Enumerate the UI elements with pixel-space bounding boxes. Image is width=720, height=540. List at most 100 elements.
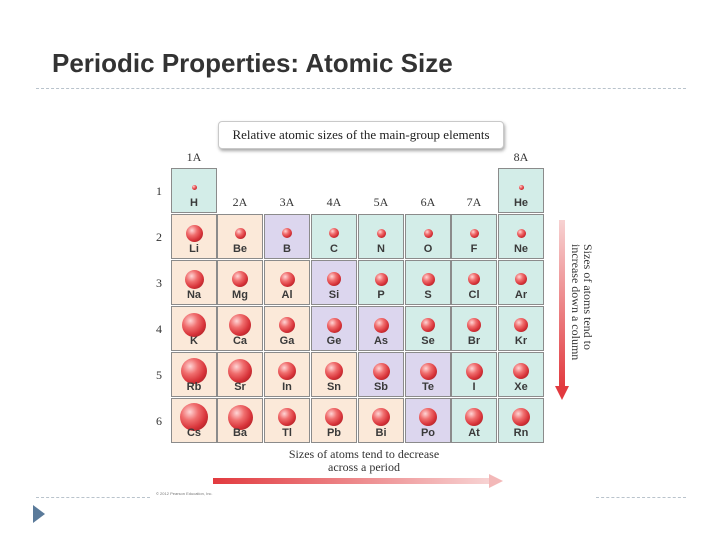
element-cell-n: N: [358, 214, 404, 259]
element-symbol: Mg: [232, 289, 248, 301]
element-cell-ne: Ne: [498, 214, 544, 259]
atom-sphere-icon: [515, 273, 527, 285]
element-cell-he: He: [498, 168, 544, 213]
atom-sphere-icon: [374, 272, 388, 286]
element-symbol: Rn: [513, 427, 529, 439]
element-symbol: At: [468, 427, 480, 439]
atom-sphere-icon: [516, 228, 526, 238]
slide-title: Periodic Properties: Atomic Size: [52, 48, 453, 78]
element-cell-i: I: [451, 352, 497, 397]
element-symbol: Xe: [514, 381, 528, 393]
group-label: 1A: [186, 150, 202, 164]
next-slide-arrow-icon[interactable]: [33, 505, 45, 523]
atom-sphere-icon: [182, 313, 206, 337]
atom-sphere-icon: [184, 269, 204, 289]
period-label: 4: [156, 322, 162, 336]
atom-sphere-icon: [376, 228, 386, 238]
element-cell-br: Br: [451, 306, 497, 351]
period-label: 6: [156, 414, 162, 428]
down-arrow-head-icon: [555, 386, 569, 400]
element-symbol: As: [373, 335, 389, 347]
element-symbol: K: [190, 335, 198, 347]
element-cell-b: B: [264, 214, 310, 259]
element-symbol: Sr: [234, 381, 246, 393]
copyright-note: © 2012 Pearson Education, Inc.: [156, 491, 213, 496]
element-cell-k: K: [171, 306, 217, 351]
element-cell-po: Po: [405, 398, 451, 443]
group-label: 5A: [373, 195, 389, 209]
element-symbol: N: [377, 243, 385, 255]
element-cell-pb: Pb: [311, 398, 357, 443]
atom-sphere-icon: [373, 317, 389, 333]
element-symbol: Ne: [513, 243, 529, 255]
element-symbol: Li: [189, 243, 199, 255]
element-cell-rn: Rn: [498, 398, 544, 443]
atom-sphere-icon: [234, 227, 246, 239]
element-cell-as: As: [358, 306, 404, 351]
down-column-arrow: [559, 220, 565, 388]
atom-sphere-icon: [325, 408, 343, 426]
element-symbol: Rb: [186, 381, 202, 393]
element-cell-ga: Ga: [264, 306, 310, 351]
element-symbol: P: [377, 289, 385, 301]
element-symbol: I: [472, 381, 476, 393]
atom-sphere-icon: [282, 228, 292, 238]
atom-sphere-icon: [279, 317, 295, 333]
atom-sphere-icon: [468, 273, 480, 285]
element-cell-tl: Tl: [264, 398, 310, 443]
atom-sphere-icon: [423, 228, 433, 238]
element-cell-sb: Sb: [358, 352, 404, 397]
element-symbol: F: [470, 243, 478, 255]
element-symbol: Na: [186, 289, 202, 301]
group-label: 8A: [513, 150, 529, 164]
element-cell-te: Te: [405, 352, 451, 397]
element-cell-bi: Bi: [358, 398, 404, 443]
element-cell-f: F: [451, 214, 497, 259]
element-cell-ge: Ge: [311, 306, 357, 351]
group-label: 4A: [326, 195, 342, 209]
element-cell-cs: Cs: [171, 398, 217, 443]
element-symbol: Tl: [282, 427, 292, 439]
period-label: 2: [156, 230, 162, 244]
element-cell-mg: Mg: [217, 260, 263, 305]
group-label: 7A: [466, 195, 482, 209]
element-symbol: He: [513, 197, 529, 209]
element-cell-na: Na: [171, 260, 217, 305]
atom-sphere-icon: [513, 363, 529, 379]
atom-sphere-icon: [518, 184, 524, 190]
element-cell-sr: Sr: [217, 352, 263, 397]
period-label: 5: [156, 368, 162, 382]
element-symbol: Cl: [468, 289, 480, 301]
title-divider: [36, 88, 686, 89]
element-symbol: H: [190, 197, 198, 209]
atom-sphere-icon: [465, 408, 483, 426]
element-symbol: Ga: [279, 335, 295, 347]
element-symbol: Al: [281, 289, 293, 301]
footer-divider-right: [596, 497, 686, 498]
atom-sphere-icon: [467, 318, 481, 332]
across-period-label: Sizes of atoms tend to decrease across a…: [288, 447, 440, 474]
element-cell-ca: Ca: [217, 306, 263, 351]
down-column-label: Sizes of atoms tend to increase down a c…: [569, 244, 595, 361]
element-cell-h: H: [171, 168, 217, 213]
atom-sphere-icon: [325, 362, 343, 380]
element-symbol: Si: [328, 289, 340, 301]
element-symbol: Cs: [186, 427, 202, 439]
element-symbol: Kr: [514, 335, 528, 347]
atom-sphere-icon: [191, 184, 197, 190]
element-symbol: Ca: [232, 335, 248, 347]
element-symbol: Ba: [232, 427, 248, 439]
atom-sphere-icon: [278, 408, 296, 426]
element-cell-c: C: [311, 214, 357, 259]
atom-sphere-icon: [278, 362, 296, 380]
atom-sphere-icon: [514, 318, 528, 332]
group-label: 2A: [232, 195, 248, 209]
atom-sphere-icon: [421, 272, 435, 286]
atom-sphere-icon: [181, 358, 207, 384]
element-cell-si: Si: [311, 260, 357, 305]
element-cell-ar: Ar: [498, 260, 544, 305]
element-symbol: Se: [421, 335, 435, 347]
element-symbol: Sn: [326, 381, 342, 393]
right-arrow-head-icon: [489, 474, 503, 488]
element-symbol: C: [330, 243, 338, 255]
